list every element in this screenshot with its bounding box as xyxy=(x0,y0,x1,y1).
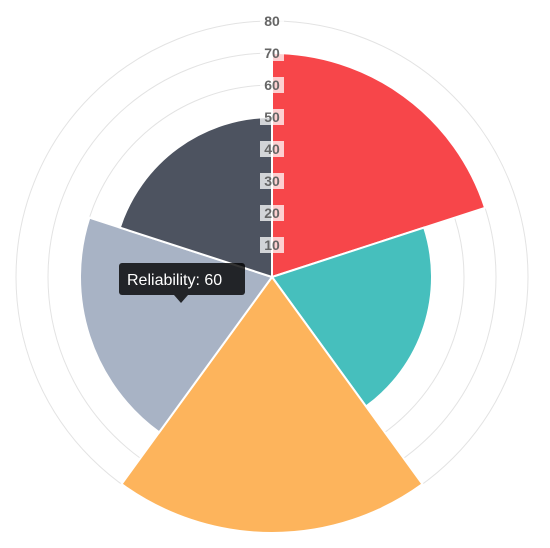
tick-label: 30 xyxy=(264,173,280,189)
tick-label-backdrop xyxy=(260,45,284,61)
tick-label: 80 xyxy=(264,13,280,29)
tooltip-label: Reliability: 60 xyxy=(127,272,222,289)
tick-label: 40 xyxy=(264,141,280,157)
tick-label: 60 xyxy=(264,77,280,93)
tooltip-caret xyxy=(174,295,188,303)
tick-label-backdrop xyxy=(260,77,284,93)
tick-label-backdrop xyxy=(260,237,284,253)
polar-slice[interactable] xyxy=(120,275,424,534)
tick-label-backdrop xyxy=(260,109,284,125)
tick-label-backdrop xyxy=(260,13,284,29)
tick-label-backdrop xyxy=(260,141,284,157)
tick-labels: 10 20 30 40 50 60 70 80 xyxy=(260,13,284,253)
tooltip-box xyxy=(119,263,245,295)
polar-slice[interactable] xyxy=(271,51,487,279)
polar-slice[interactable] xyxy=(118,115,273,279)
polar-slice[interactable] xyxy=(270,226,433,408)
tick-label: 50 xyxy=(264,109,280,125)
tick-label: 70 xyxy=(264,45,280,61)
tick-label-backdrop xyxy=(260,205,284,221)
tick-label-backdrop xyxy=(260,173,284,189)
tooltip: Reliability: 60 xyxy=(119,263,245,303)
tick-label: 10 xyxy=(264,237,280,253)
tick-label: 20 xyxy=(264,205,280,221)
